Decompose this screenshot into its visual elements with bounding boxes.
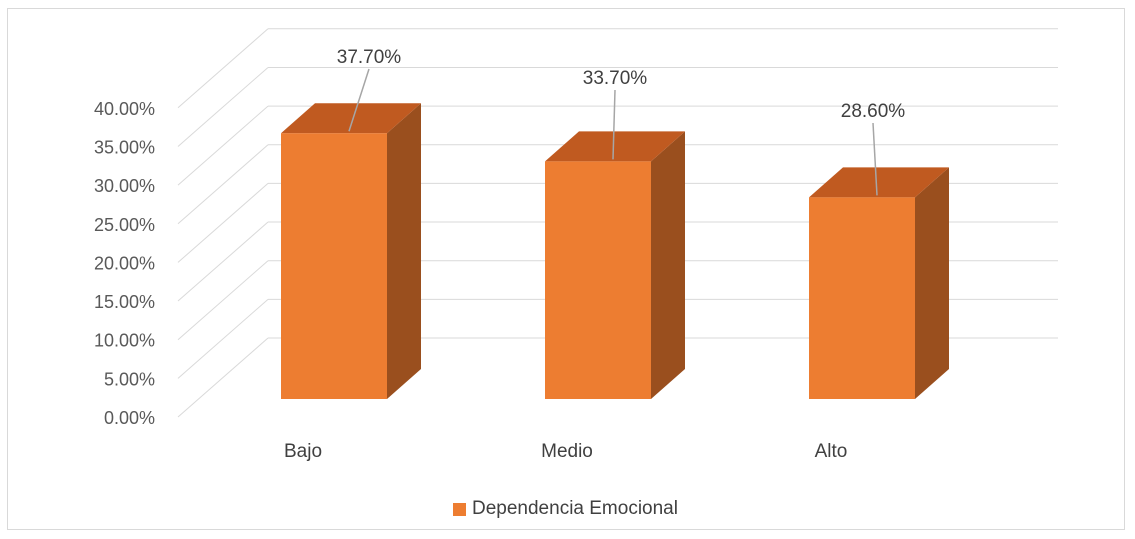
legend: Dependencia Emocional <box>453 498 678 520</box>
data-label: 37.70% <box>337 47 402 68</box>
bar-top-face <box>545 131 685 162</box>
bar-side-face <box>387 103 421 399</box>
data-label: 33.70% <box>583 68 648 89</box>
y-tick-label: 30.00% <box>94 176 155 196</box>
y-tick-label: 35.00% <box>94 137 155 157</box>
bar-top-face <box>809 167 949 198</box>
bar <box>809 197 915 399</box>
y-tick-label: 20.00% <box>94 253 155 273</box>
chart-frame <box>7 8 1125 530</box>
x-category-label: Bajo <box>284 441 322 462</box>
data-label-leader <box>348 68 370 132</box>
gridline-diagonal <box>177 67 269 147</box>
y-tick-label: 40.00% <box>94 99 155 119</box>
gridline-diagonal <box>177 260 269 341</box>
data-label-leader <box>612 89 616 160</box>
data-label: 28.60% <box>841 101 906 122</box>
y-tick-label: 25.00% <box>94 215 155 235</box>
gridline-diagonal <box>177 144 269 225</box>
x-category-label: Medio <box>541 441 593 462</box>
legend-label: Dependencia Emocional <box>472 498 678 519</box>
gridline-diagonal <box>177 183 269 263</box>
gridline-diagonal <box>177 28 269 109</box>
gridline-diagonal <box>177 221 269 302</box>
y-tick-label: 15.00% <box>94 292 155 312</box>
gridline-diagonal <box>177 298 269 379</box>
y-tick-label: 0.00% <box>104 408 155 428</box>
bar-side-face <box>915 167 949 399</box>
gridline-diagonal <box>177 337 269 418</box>
bar <box>545 161 651 399</box>
data-label-leader <box>872 122 878 196</box>
y-tick-label: 10.00% <box>94 331 155 351</box>
gridline-diagonal <box>177 105 269 186</box>
bar <box>281 133 387 399</box>
bar-side-face <box>651 131 685 400</box>
legend-swatch <box>453 502 466 516</box>
y-tick-label: 5.00% <box>104 369 155 389</box>
x-category-label: Alto <box>815 441 848 462</box>
bar-top-face <box>281 103 421 134</box>
